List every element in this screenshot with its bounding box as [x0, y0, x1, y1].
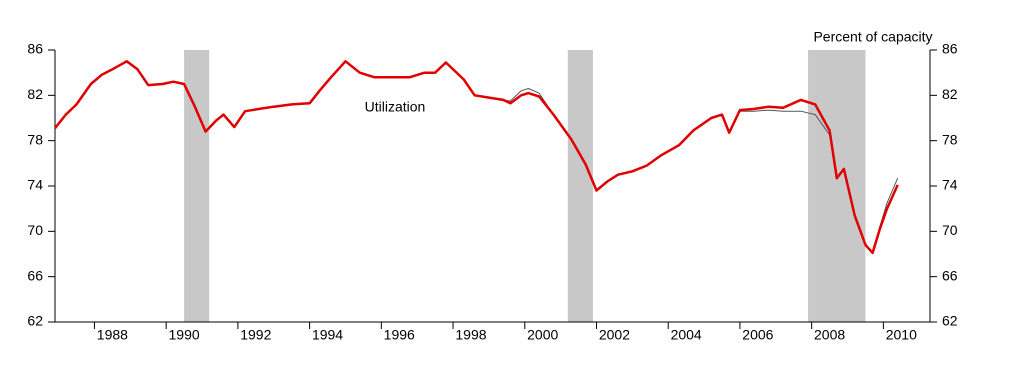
- y-tick-label: 62: [27, 313, 43, 329]
- series-line: [54, 60, 899, 255]
- y-tick-label: 86: [27, 41, 43, 57]
- y-tick-label: 70: [27, 222, 43, 238]
- x-tick-label: 1994: [312, 327, 343, 343]
- x-tick-label: 1992: [240, 327, 271, 343]
- annotation: Percent of capacity: [813, 29, 932, 45]
- x-tick-label: 1988: [97, 327, 128, 343]
- x-tick-label: 1990: [169, 327, 200, 343]
- recession-shade: [808, 50, 866, 322]
- x-tick-label: 2006: [742, 327, 773, 343]
- y-tick-label: 82: [942, 86, 958, 102]
- x-tick-label: 2004: [671, 327, 702, 343]
- x-tick-label: 1998: [455, 327, 486, 343]
- y-tick-label: 74: [942, 177, 958, 193]
- x-tick-label: 2002: [599, 327, 630, 343]
- x-tick-label: 1996: [384, 327, 415, 343]
- x-tick-label: 2010: [886, 327, 917, 343]
- y-tick-label: 66: [27, 267, 43, 283]
- recession-shade: [567, 50, 593, 322]
- series-line: [54, 60, 899, 253]
- x-tick-label: 2000: [527, 327, 558, 343]
- annotation: Utilization: [365, 99, 426, 115]
- y-tick-label: 62: [942, 313, 958, 329]
- y-tick-label: 86: [942, 41, 958, 57]
- x-tick-label: 2008: [814, 327, 845, 343]
- y-tick-label: 78: [27, 131, 43, 147]
- y-tick-label: 74: [27, 177, 43, 193]
- y-tick-label: 78: [942, 131, 958, 147]
- y-tick-label: 82: [27, 86, 43, 102]
- y-tick-label: 70: [942, 222, 958, 238]
- y-tick-label: 66: [942, 267, 958, 283]
